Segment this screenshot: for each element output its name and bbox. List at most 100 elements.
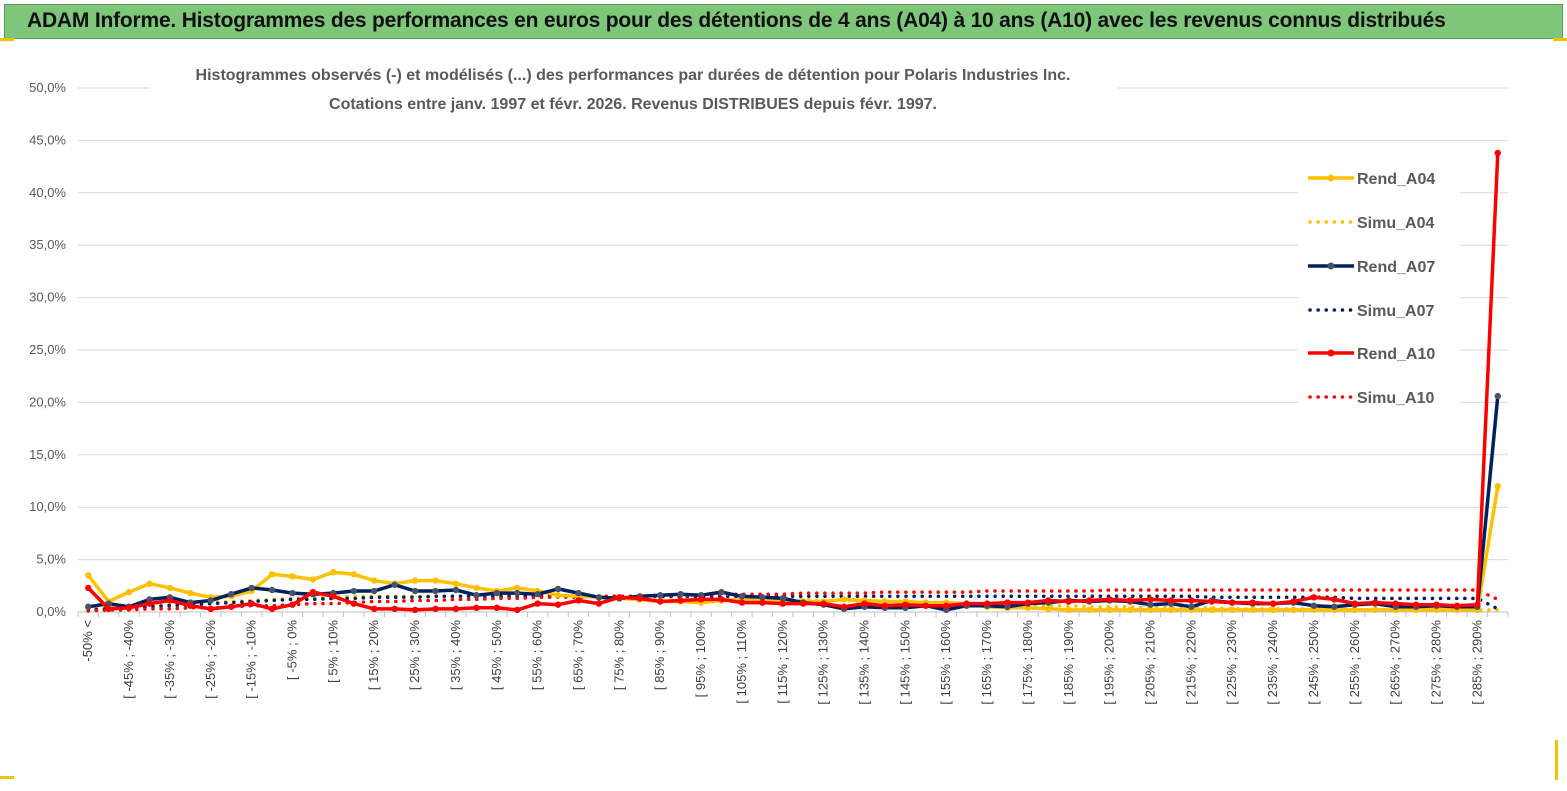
- corner-mark-bottom-left: [0, 776, 14, 779]
- legend-marker-rend-a10: [1327, 349, 1335, 357]
- x-tick-label: [ -5% ; 0%: [285, 620, 300, 680]
- data-point-rend-a07: [371, 587, 378, 595]
- data-point-rend-a10: [943, 602, 950, 609]
- data-point-rend-a04: [166, 584, 174, 592]
- data-point-rend-a04: [1208, 606, 1215, 614]
- data-point-rend-a07: [657, 592, 664, 599]
- data-point-rend-a07: [268, 586, 276, 594]
- series-lines: [85, 149, 1501, 614]
- data-point-rend-a10: [1147, 596, 1154, 603]
- y-tick-label: 10,0%: [29, 499, 66, 514]
- legend-label-rend-a04: Rend_A04: [1357, 171, 1435, 188]
- data-point-rend-a10: [697, 596, 705, 603]
- data-point-rend-a04: [1372, 606, 1379, 614]
- corner-mark-top-left: [0, 38, 14, 41]
- data-point-rend-a10: [922, 602, 929, 609]
- data-point-rend-a10: [1412, 601, 1420, 608]
- data-point-rend-a10: [411, 606, 419, 614]
- data-point-rend-a10: [861, 600, 868, 607]
- legend-label-simu-a04: Simu_A04: [1357, 215, 1434, 232]
- data-point-rend-a07: [207, 597, 214, 604]
- legend-label-rend-a07: Rend_A07: [1357, 259, 1435, 276]
- x-tick-label: [ 135% ; 140%: [857, 620, 872, 705]
- data-point-rend-a07: [391, 581, 398, 588]
- x-tick-label: [ 195% ; 200%: [1102, 620, 1117, 705]
- data-point-rend-a10: [166, 597, 174, 604]
- data-point-rend-a10: [371, 605, 378, 613]
- data-point-rend-a10: [1045, 597, 1052, 604]
- data-point-rend-a10: [330, 593, 337, 600]
- corner-mark-top-right: [1553, 38, 1567, 41]
- data-point-rend-a10: [1269, 600, 1277, 607]
- data-point-rend-a10: [1167, 597, 1175, 604]
- y-tick-label: 0,0%: [36, 604, 66, 619]
- data-point-rend-a10: [1126, 597, 1134, 604]
- data-point-rend-a10: [718, 596, 725, 603]
- data-point-rend-a07: [677, 590, 684, 598]
- data-point-rend-a10: [738, 599, 746, 606]
- data-point-rend-a10: [616, 594, 623, 601]
- x-tick-label: [ -25% ; -20%: [203, 620, 218, 699]
- data-point-rend-a04: [1249, 606, 1256, 614]
- data-point-rend-a04: [1269, 606, 1277, 614]
- data-point-rend-a07: [248, 584, 255, 592]
- data-point-rend-a07: [1494, 392, 1501, 400]
- x-tick-label: [ 225% ; 230%: [1224, 620, 1239, 705]
- x-tick-label: [ -35% ; -30%: [162, 620, 177, 699]
- data-point-rend-a10: [820, 600, 827, 607]
- data-point-rend-a07: [1188, 603, 1195, 610]
- x-tick-label: [ 155% ; 160%: [938, 620, 953, 705]
- x-tick-label: [ 235% ; 240%: [1265, 620, 1280, 705]
- x-tick-label: [ 185% ; 190%: [1061, 620, 1076, 705]
- x-tick-label: -50% <: [80, 620, 95, 662]
- data-point-rend-a07: [452, 586, 460, 594]
- y-tick-label: 25,0%: [29, 342, 66, 357]
- data-point-rend-a04: [85, 572, 92, 579]
- data-point-rend-a07: [411, 587, 419, 595]
- x-tick-label: [ -45% ; -40%: [121, 620, 136, 699]
- data-point-rend-a10: [881, 602, 889, 609]
- x-tick-label: [ 45% ; 50%: [489, 620, 504, 691]
- x-tick-label: [ 255% ; 260%: [1347, 620, 1362, 705]
- x-tick-label: [ 55% ; 60%: [530, 620, 545, 691]
- data-point-rend-a10: [1208, 598, 1215, 605]
- data-point-rend-a04: [554, 592, 562, 599]
- x-tick-label: [ 105% ; 110%: [734, 620, 749, 704]
- x-tick-label: [ 265% ; 270%: [1388, 620, 1403, 705]
- data-point-rend-a07: [228, 590, 235, 598]
- data-point-rend-a04: [289, 573, 296, 580]
- x-tick-label: [ 175% ; 180%: [1020, 620, 1035, 705]
- x-tick-label: [ 25% ; 30%: [407, 620, 422, 691]
- data-point-rend-a10: [840, 603, 848, 610]
- legend-background: [1298, 150, 1460, 418]
- data-point-rend-a04: [187, 589, 194, 597]
- data-point-rend-a07: [1147, 601, 1154, 608]
- chart-subtitle: Cotations entre janv. 1997 et févr. 2026…: [329, 96, 937, 113]
- y-tick-label: 45,0%: [29, 132, 66, 147]
- y-tick-label: 15,0%: [29, 447, 66, 462]
- data-point-rend-a04: [268, 571, 276, 578]
- data-point-rend-a07: [432, 587, 439, 595]
- data-point-rend-a10: [187, 602, 194, 609]
- data-point-rend-a07: [595, 594, 603, 601]
- y-tick-label: 20,0%: [29, 394, 66, 409]
- title-bar: ADAM Informe. Histogrammes des performan…: [4, 4, 1563, 39]
- data-point-rend-a10: [432, 605, 439, 613]
- data-point-rend-a04: [146, 580, 153, 587]
- data-point-rend-a04: [411, 577, 419, 584]
- corner-mark-right-edge: [1555, 740, 1558, 780]
- data-point-rend-a07: [289, 589, 296, 597]
- x-tick-label: [ 75% ; 80%: [611, 620, 626, 691]
- data-point-rend-a07: [738, 593, 746, 600]
- data-point-rend-a10: [595, 600, 603, 607]
- x-tick-label: [ 5% ; 10%: [325, 620, 340, 683]
- data-point-rend-a10: [146, 600, 153, 607]
- data-point-rend-a10: [1004, 599, 1011, 606]
- data-point-rend-a10: [1310, 594, 1318, 601]
- data-point-rend-a04: [1086, 606, 1093, 614]
- data-point-rend-a10: [759, 599, 766, 606]
- data-point-rend-a10: [1453, 602, 1461, 609]
- data-point-rend-a10: [493, 604, 500, 612]
- x-tick-label: [ 115% ; 120%: [775, 620, 790, 704]
- data-point-rend-a07: [554, 585, 562, 593]
